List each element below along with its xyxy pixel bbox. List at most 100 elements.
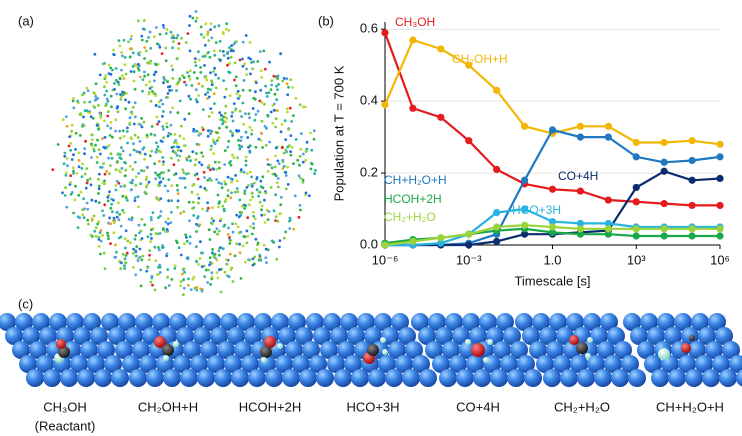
network-node <box>177 159 180 162</box>
network-node <box>120 185 123 188</box>
network-node <box>173 267 176 270</box>
network-node <box>110 121 113 124</box>
network-node <box>207 39 210 42</box>
network-node <box>294 194 297 197</box>
network-node <box>208 264 211 267</box>
adsorbate-atom <box>576 342 588 354</box>
network-node <box>160 210 163 213</box>
network-node <box>115 93 118 96</box>
network-node <box>270 88 273 91</box>
network-node <box>216 227 219 230</box>
network-node <box>178 246 181 249</box>
network-node <box>104 74 107 77</box>
surface-atom <box>719 369 737 387</box>
network-node <box>251 67 254 70</box>
point <box>605 225 612 232</box>
network-node <box>168 89 171 92</box>
network-node <box>150 150 153 153</box>
network-node <box>102 214 105 217</box>
network-node <box>263 213 266 216</box>
network-node <box>226 274 229 277</box>
network-node <box>68 135 71 138</box>
network-node <box>134 199 137 202</box>
network-node <box>197 94 200 97</box>
network-node <box>175 89 178 92</box>
network-node <box>96 139 99 142</box>
network-node <box>159 151 162 154</box>
network-node <box>134 88 137 91</box>
network-node <box>130 189 133 192</box>
network-node <box>199 66 202 69</box>
network-node <box>181 177 184 180</box>
network-node <box>206 91 209 94</box>
network-node <box>238 215 241 218</box>
network-node <box>134 238 137 241</box>
network-node <box>149 62 152 65</box>
network-node <box>193 287 196 290</box>
network-node <box>206 209 209 212</box>
network-node <box>260 101 263 104</box>
network-node <box>162 171 165 174</box>
network-node <box>252 264 255 267</box>
network-node <box>268 141 271 144</box>
point <box>688 232 695 239</box>
network-node <box>232 280 235 283</box>
network-node <box>132 252 135 255</box>
network-node <box>278 246 281 249</box>
network-node <box>98 220 101 223</box>
network-node <box>118 260 121 263</box>
network-node <box>286 82 289 85</box>
network-node <box>211 111 214 114</box>
adsorbate-atom <box>483 357 489 363</box>
network-node <box>298 174 301 177</box>
network-node <box>149 155 152 158</box>
network-node <box>90 156 93 159</box>
network-node <box>123 39 126 42</box>
network-node <box>260 214 263 217</box>
surface-atom <box>651 369 669 387</box>
network-node <box>137 172 140 175</box>
network-node <box>237 129 240 132</box>
network-node <box>165 221 168 224</box>
network-node <box>198 132 201 135</box>
network-node <box>228 242 231 245</box>
network-node <box>177 149 180 152</box>
network-node <box>235 40 238 43</box>
network-node <box>108 217 111 220</box>
network-node <box>134 116 137 119</box>
network-node <box>188 201 191 204</box>
network-node <box>265 248 268 251</box>
network-node <box>196 17 199 20</box>
network-node <box>288 227 291 230</box>
point <box>716 225 723 232</box>
network-node <box>287 183 290 186</box>
network-node <box>153 246 156 249</box>
network-node <box>103 94 106 97</box>
network-node <box>98 245 101 248</box>
surface-atom <box>265 369 283 387</box>
network-node <box>197 225 200 228</box>
network-node <box>135 150 138 153</box>
network-node <box>78 216 81 219</box>
network-node <box>126 127 129 130</box>
network-node <box>228 238 231 241</box>
network-node <box>218 127 221 130</box>
network-node <box>172 40 175 43</box>
network-node <box>124 257 127 260</box>
network-node <box>143 46 146 49</box>
network-node <box>167 223 170 226</box>
network-node <box>194 61 197 64</box>
network-node <box>212 220 215 223</box>
network-node <box>270 79 273 82</box>
network-node <box>72 167 75 170</box>
network-node <box>247 184 250 187</box>
network-node <box>62 118 65 121</box>
point <box>688 225 695 232</box>
network-node <box>223 180 226 183</box>
network-node <box>281 80 284 83</box>
network-node <box>247 57 250 60</box>
network-node <box>225 117 228 120</box>
network-node <box>120 225 123 228</box>
network-node <box>113 53 116 56</box>
network-node <box>198 59 201 62</box>
